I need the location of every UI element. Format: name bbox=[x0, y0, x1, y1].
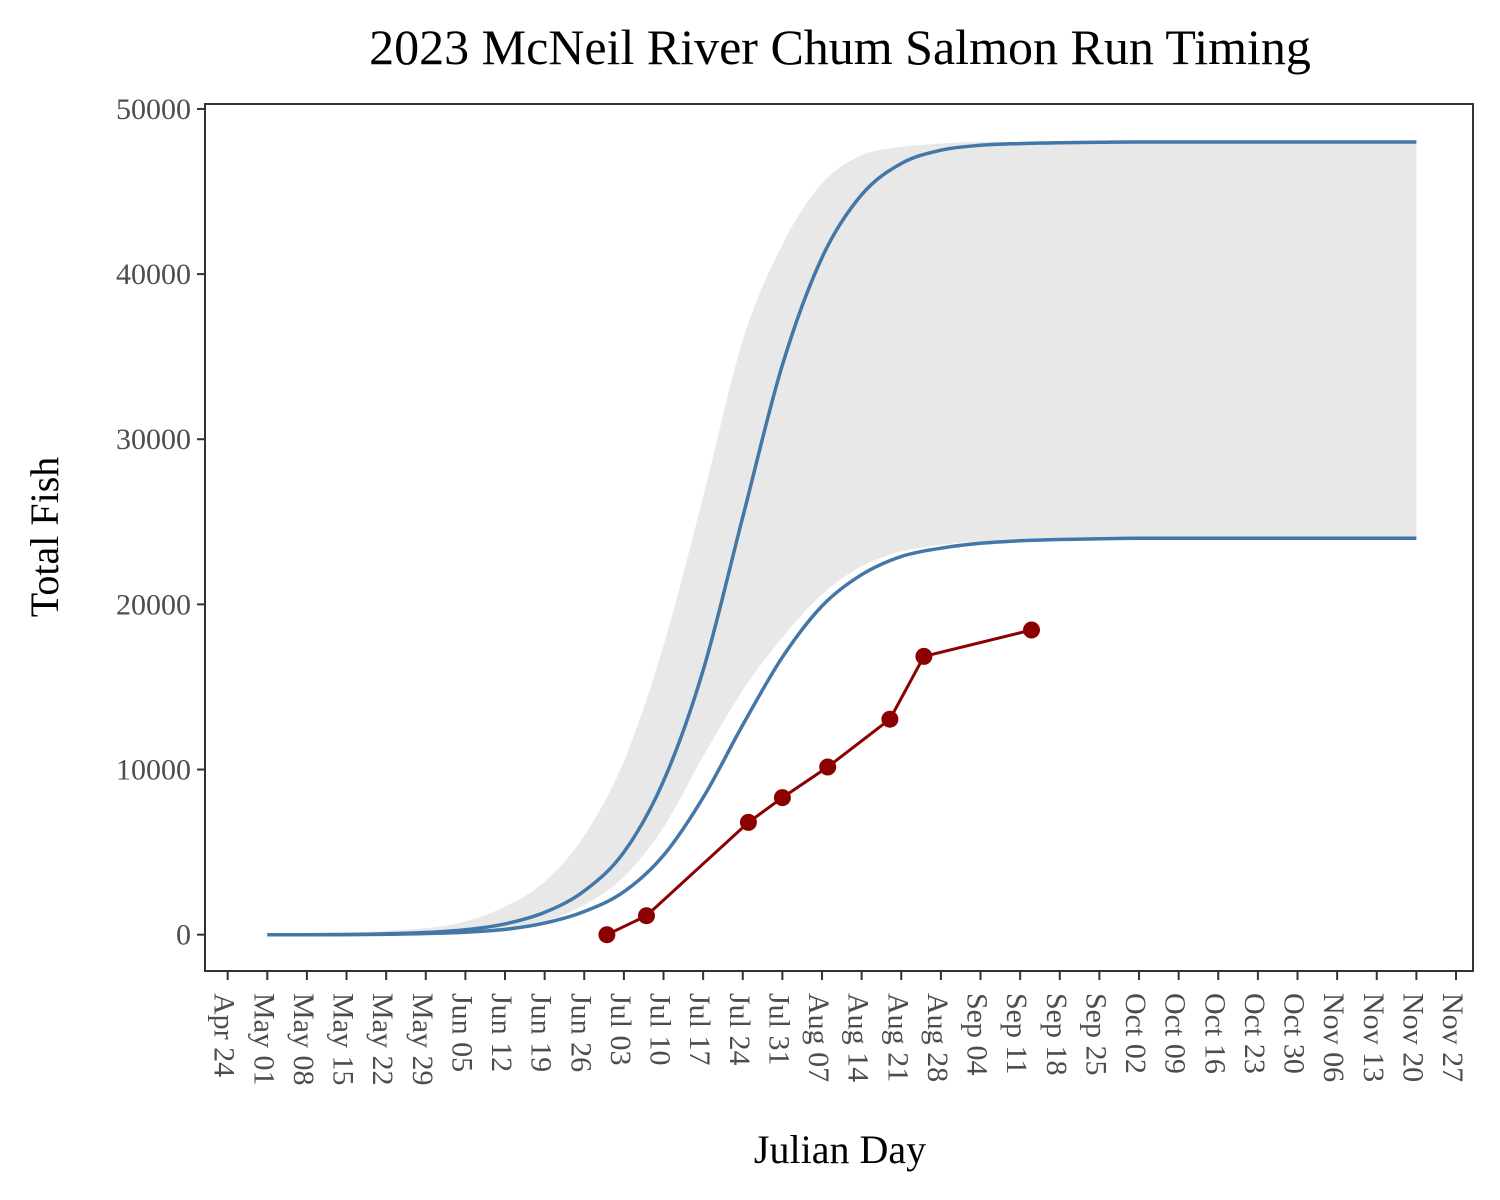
observed-point bbox=[915, 647, 933, 665]
y-tick-label: 10000 bbox=[116, 754, 191, 787]
upper-bound-line bbox=[267, 140, 1417, 937]
x-tick-label: Jul 03 bbox=[604, 993, 637, 1066]
y-axis: 0 10000 20000 30000 40000 50000 bbox=[116, 93, 205, 952]
x-tick-label: Jul 10 bbox=[644, 993, 677, 1066]
x-tick-label: Nov 13 bbox=[1357, 993, 1390, 1082]
x-tick-label: Jul 24 bbox=[723, 993, 756, 1066]
x-tick-label: May 08 bbox=[287, 993, 320, 1086]
y-tick-label: 30000 bbox=[116, 423, 191, 456]
x-tick-label: Sep 18 bbox=[1040, 993, 1073, 1076]
x-tick-label: Aug 14 bbox=[842, 993, 875, 1082]
observed-point bbox=[598, 926, 616, 944]
confidence-band-layer bbox=[267, 141, 1417, 935]
chart-title: 2023 McNeil River Chum Salmon Run Timing bbox=[369, 19, 1311, 75]
y-tick-label: 0 bbox=[176, 919, 191, 952]
observed-point bbox=[773, 789, 791, 807]
x-tick-label: Sep 11 bbox=[1000, 993, 1033, 1074]
x-tick-label: Aug 28 bbox=[921, 993, 954, 1082]
confidence-band bbox=[267, 141, 1417, 935]
observed-point bbox=[1023, 621, 1040, 639]
y-axis-title: Total Fish bbox=[22, 457, 67, 618]
x-tick-label: May 29 bbox=[406, 993, 439, 1086]
x-tick-label: Jul 31 bbox=[762, 993, 795, 1066]
x-axis: Apr 24 May 01 May 08 May 15 May 22 May 29 Jun … bbox=[208, 971, 1469, 1086]
x-tick-label: Apr 24 bbox=[208, 993, 241, 1077]
x-tick-label: Jun 26 bbox=[564, 993, 597, 1072]
y-tick-label: 40000 bbox=[116, 258, 191, 291]
x-tick-label: Aug 21 bbox=[881, 993, 914, 1082]
y-tick-label: 50000 bbox=[116, 93, 191, 126]
observed-series-line bbox=[606, 628, 1032, 937]
x-tick-label: Oct 16 bbox=[1198, 993, 1231, 1074]
x-tick-label: Nov 06 bbox=[1317, 993, 1350, 1082]
lower-bound-line bbox=[267, 536, 1417, 937]
x-tick-label: Oct 02 bbox=[1119, 993, 1152, 1074]
observed-point bbox=[819, 758, 837, 776]
x-tick-label: Jun 19 bbox=[525, 993, 558, 1072]
observed-point bbox=[881, 710, 899, 728]
x-tick-label: Oct 09 bbox=[1159, 993, 1192, 1074]
y-tick-label: 20000 bbox=[116, 588, 191, 621]
observed-point bbox=[638, 907, 655, 925]
x-tick-label: Aug 07 bbox=[802, 993, 835, 1082]
x-tick-label: May 15 bbox=[327, 993, 360, 1086]
x-tick-label: Sep 25 bbox=[1079, 993, 1112, 1076]
x-tick-label: Nov 27 bbox=[1436, 993, 1469, 1082]
x-axis-title: Julian Day bbox=[754, 1127, 926, 1172]
observed-point bbox=[739, 813, 757, 831]
x-tick-label: May 22 bbox=[366, 993, 399, 1086]
x-tick-label: Jul 17 bbox=[683, 993, 716, 1066]
x-tick-label: May 01 bbox=[247, 993, 280, 1086]
series-layer bbox=[267, 140, 1417, 944]
x-tick-label: Oct 23 bbox=[1238, 993, 1271, 1074]
x-tick-label: Jun 05 bbox=[445, 993, 478, 1072]
x-tick-label: Sep 04 bbox=[961, 993, 994, 1076]
x-tick-label: Oct 30 bbox=[1278, 993, 1311, 1074]
x-tick-label: Nov 20 bbox=[1396, 993, 1429, 1082]
x-tick-label: Jun 12 bbox=[485, 993, 518, 1072]
